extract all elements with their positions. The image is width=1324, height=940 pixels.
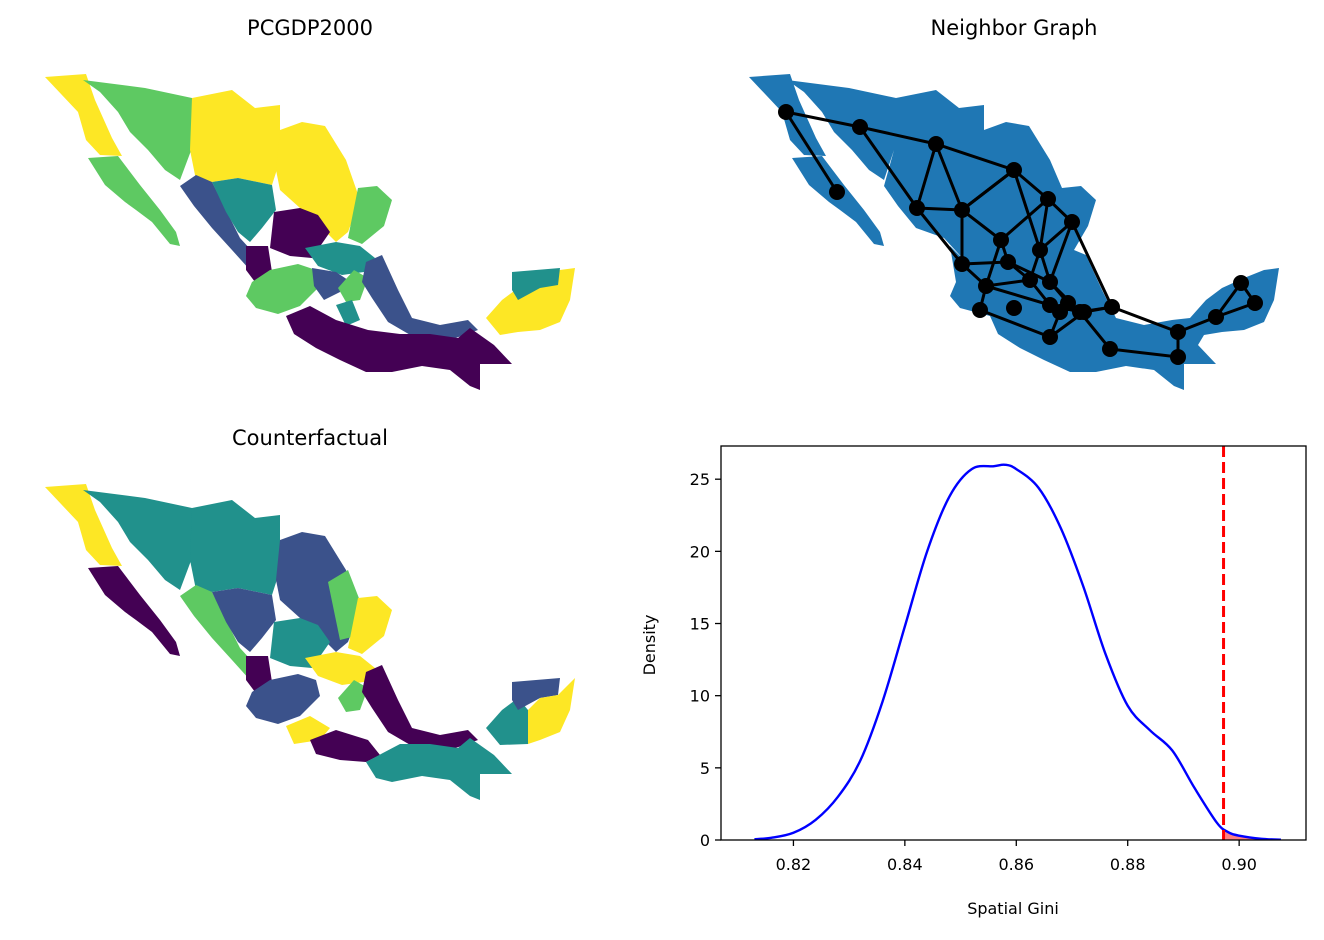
graph-node	[1076, 304, 1092, 320]
map-region	[310, 730, 380, 762]
map-region	[180, 585, 262, 680]
mexico-outline	[749, 74, 1279, 390]
y-tick-label: 15	[690, 615, 710, 634]
map-region	[528, 678, 575, 744]
graph-node	[1042, 329, 1058, 345]
map-region	[312, 268, 348, 300]
graph-node	[1247, 295, 1263, 311]
map-region	[88, 156, 180, 246]
y-tick-label: 5	[700, 759, 710, 778]
y-tick-label: 20	[690, 542, 710, 561]
y-tick-label: 0	[700, 831, 710, 850]
graph-node	[1170, 324, 1186, 340]
graph-edge	[915, 143, 1051, 339]
y-axis-label: Density	[640, 615, 659, 676]
graph-node	[778, 104, 794, 120]
graph-node	[928, 136, 944, 152]
map-region	[180, 175, 262, 270]
graph-node	[1040, 191, 1056, 207]
map-region	[362, 255, 478, 340]
graph-edge	[934, 143, 1051, 264]
graph-node	[829, 184, 845, 200]
map-region	[362, 665, 478, 750]
x-tick-label: 0.84	[887, 855, 923, 874]
x-tick-label: 0.90	[1221, 855, 1257, 874]
y-tick-label: 10	[690, 687, 710, 706]
graph-edge	[784, 111, 839, 193]
graph-node	[1102, 341, 1118, 357]
map-region	[88, 566, 180, 656]
x-tick-label: 0.82	[776, 855, 812, 874]
graph-node	[978, 278, 994, 294]
graph-node	[954, 202, 970, 218]
map-region	[348, 596, 392, 654]
plot-frame	[720, 445, 1307, 841]
map-region	[338, 270, 368, 302]
title-counterfactual: Counterfactual	[232, 426, 388, 450]
graph-node	[1233, 275, 1249, 291]
map-region	[305, 652, 375, 685]
graph-node	[1032, 242, 1048, 258]
title-pcgdp2000: PCGDP2000	[247, 16, 373, 40]
map-region	[190, 500, 280, 595]
map-region	[212, 178, 276, 242]
graph-node	[1000, 254, 1016, 270]
graph-node	[993, 232, 1009, 248]
y-tick-label: 25	[690, 470, 710, 489]
graph-node	[1022, 272, 1038, 288]
map-region	[83, 80, 192, 180]
map-pcgdp2000	[45, 74, 575, 390]
neighbor-nodes	[778, 104, 1263, 365]
map-region	[338, 680, 368, 712]
map-region	[45, 484, 122, 566]
map-regions	[45, 74, 575, 390]
graph-node	[909, 200, 925, 216]
tail-area	[1223, 828, 1281, 840]
graph-node	[1006, 162, 1022, 178]
map-region	[83, 490, 192, 590]
graph-node	[1052, 304, 1068, 320]
x-tick-label: 0.88	[1110, 855, 1146, 874]
graph-node	[1042, 274, 1058, 290]
title-neighbor-graph: Neighbor Graph	[930, 16, 1098, 40]
map-region	[286, 306, 512, 390]
map-region	[246, 674, 320, 724]
map-region	[348, 186, 392, 244]
graph-node	[852, 119, 868, 135]
map-region	[270, 208, 330, 258]
map-region	[512, 678, 560, 710]
map-region	[45, 74, 122, 156]
map-counterfactual	[45, 484, 575, 800]
graph-node	[1006, 300, 1022, 316]
map-region	[486, 698, 528, 745]
map-region	[246, 264, 320, 314]
graph-node	[1064, 214, 1080, 230]
x-tick-label: 0.86	[998, 855, 1034, 874]
x-axis-label: Spatial Gini	[967, 899, 1059, 918]
graph-node	[972, 302, 988, 318]
graph-node	[1208, 309, 1224, 325]
map-region	[212, 588, 276, 652]
map-region	[336, 300, 360, 326]
map-region	[190, 90, 280, 185]
map-region	[366, 738, 512, 800]
graph-node	[1170, 349, 1186, 365]
graph-node	[954, 256, 970, 272]
map-neighbor-graph	[749, 74, 1279, 390]
graph-node	[1104, 299, 1120, 315]
map-region	[270, 618, 330, 668]
map-regions	[45, 484, 575, 800]
map-region	[512, 268, 560, 300]
map-region	[305, 242, 375, 275]
map-region	[276, 122, 360, 242]
density-curve	[754, 463, 1281, 840]
